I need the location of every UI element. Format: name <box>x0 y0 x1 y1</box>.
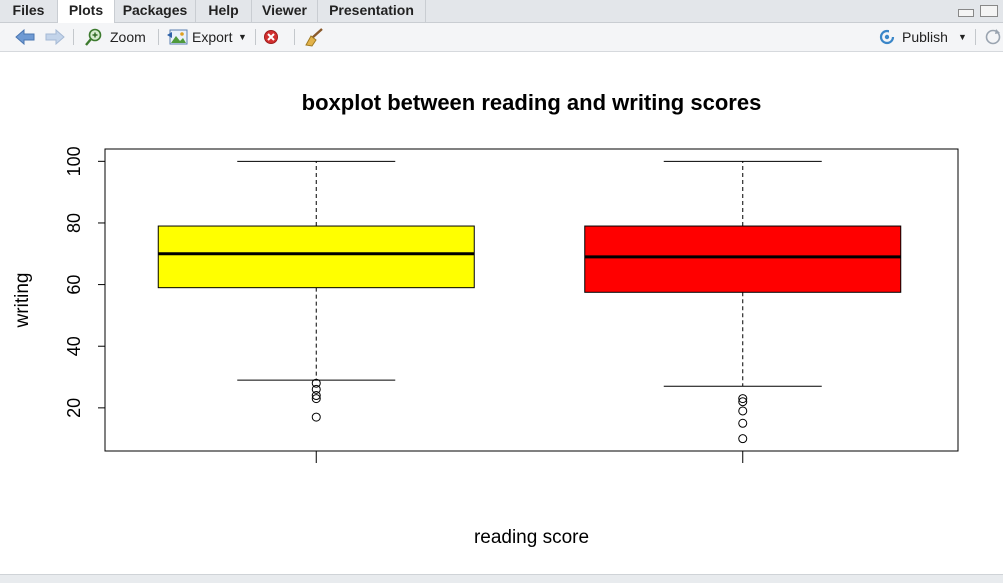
plot-viewer: boxplot between reading and writing scor… <box>5 52 1003 574</box>
refresh-icon[interactable] <box>983 28 1001 46</box>
chart-title: boxplot between reading and writing scor… <box>302 90 762 115</box>
chevron-down-icon: ▼ <box>238 32 247 42</box>
chevron-down-icon: ▼ <box>958 32 967 42</box>
outlier-point <box>311 384 321 394</box>
boxplot-chart: boxplot between reading and writing scor… <box>12 90 959 548</box>
tab-packages[interactable]: Packages <box>115 0 196 22</box>
y-tick-label: 60 <box>64 275 84 295</box>
outlier-point <box>738 418 748 428</box>
tab-plots[interactable]: Plots <box>57 0 115 23</box>
y-tick-label: 40 <box>64 336 84 356</box>
toolbar-separator <box>73 29 74 45</box>
plot-frame <box>104 148 959 452</box>
x-axis-label: reading score <box>474 527 589 548</box>
box <box>157 225 475 289</box>
toolbar-separator <box>255 29 256 45</box>
publish-button[interactable]: Publish ▼ <box>876 27 967 47</box>
export-button[interactable]: Export ▼ <box>167 27 249 47</box>
minimize-pane-icon[interactable] <box>958 9 974 17</box>
publish-label: Publish <box>902 29 948 45</box>
arrow-left-icon[interactable] <box>14 29 36 45</box>
plots-toolbar: Zoom Export ▼ Publish ▼ <box>0 23 1003 52</box>
y-axis-label: writing <box>12 273 33 329</box>
zoom-icon <box>85 28 102 46</box>
outlier-point <box>311 378 321 388</box>
outlier-point <box>738 397 748 407</box>
outlier-point <box>738 394 748 404</box>
pane-bottom-border <box>0 574 1003 583</box>
tab-help[interactable]: Help <box>196 0 252 22</box>
tab-presentation[interactable]: Presentation <box>318 0 426 22</box>
zoom-label: Zoom <box>110 29 146 45</box>
outlier-point <box>311 412 321 422</box>
remove-plot-icon[interactable] <box>263 29 281 45</box>
toolbar-separator <box>158 29 159 45</box>
toolbar-separator <box>294 29 295 45</box>
tab-viewer[interactable]: Viewer <box>252 0 318 22</box>
export-image-icon <box>167 29 188 45</box>
y-tick-label: 20 <box>64 398 84 418</box>
outlier-point <box>311 394 321 404</box>
pane-tab-bar: Files Plots Packages Help Viewer Present… <box>0 0 1003 23</box>
tab-files[interactable]: Files <box>0 0 58 22</box>
publish-icon <box>879 29 898 45</box>
toolbar-separator <box>975 29 976 45</box>
arrow-right-icon[interactable] <box>44 29 66 45</box>
box <box>584 225 902 293</box>
export-label: Export <box>192 29 233 45</box>
outlier-point <box>311 391 321 401</box>
outlier-point <box>738 406 748 416</box>
y-tick-label: 100 <box>64 146 84 176</box>
y-tick-label: 80 <box>64 213 84 233</box>
maximize-pane-icon[interactable] <box>980 5 998 17</box>
broom-icon[interactable] <box>303 27 325 47</box>
outlier-point <box>738 434 748 444</box>
